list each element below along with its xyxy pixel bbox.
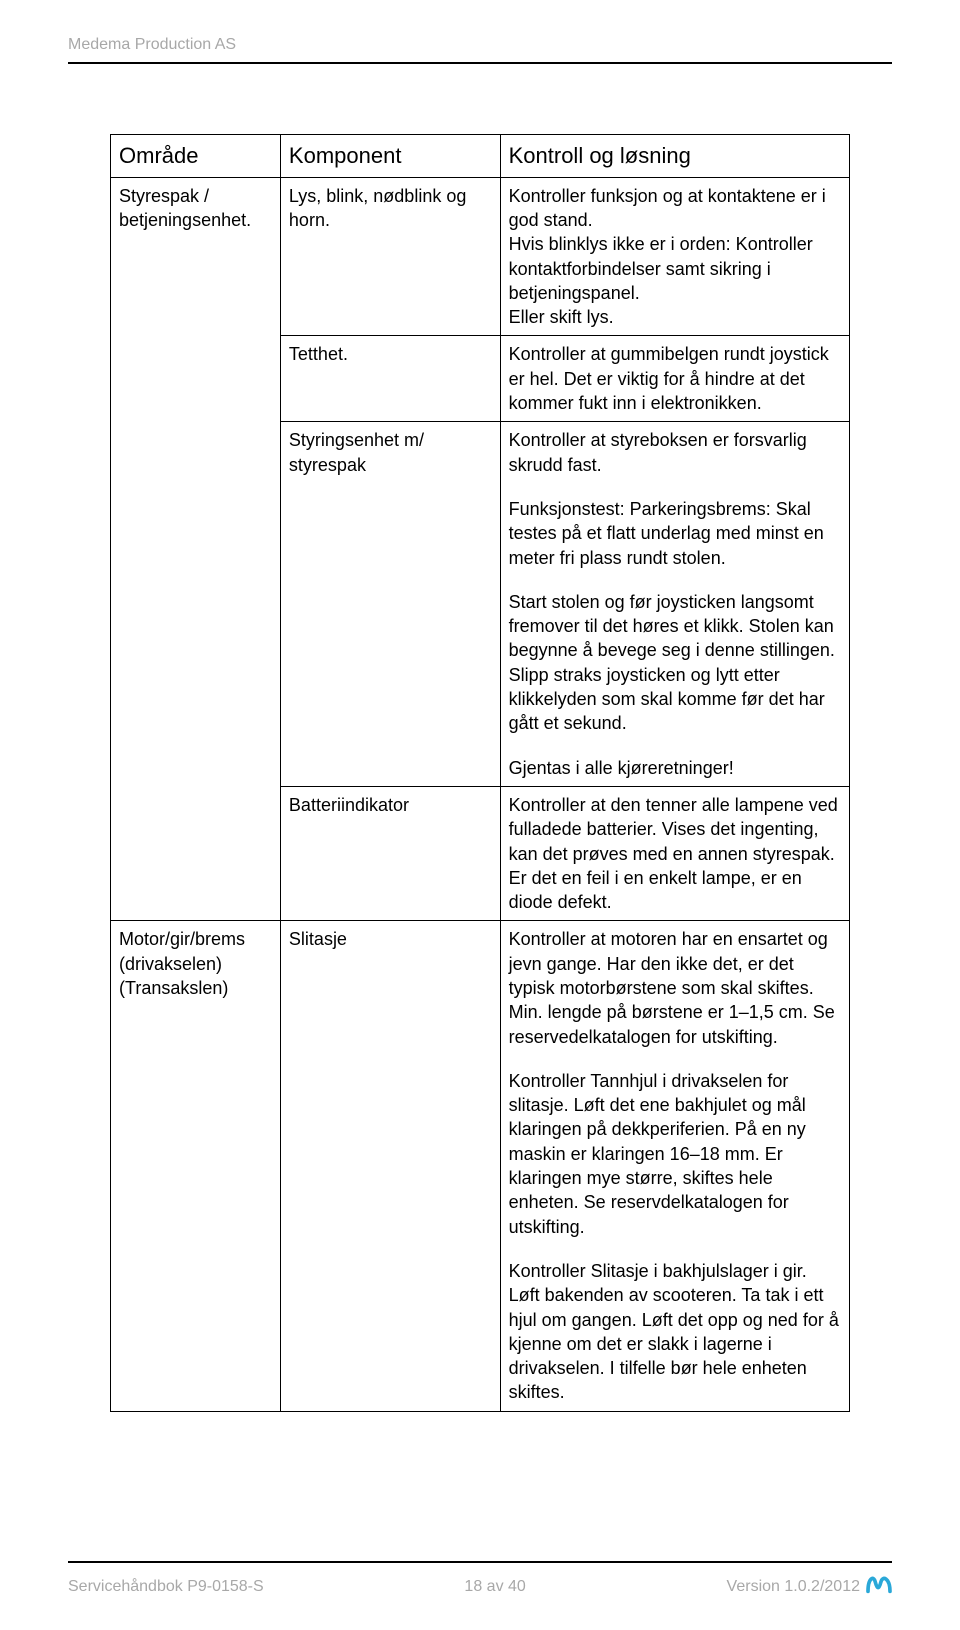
page-footer: Servicehåndbok P9-0158-S 18 av 40 Versio… (68, 1561, 892, 1600)
service-table: Område Komponent Kontroll og løsning Sty… (110, 134, 850, 1412)
header-area: Område (111, 135, 281, 178)
cell-area: Motor/gir/brems (drivakselen) (Transaksl… (111, 921, 281, 1411)
cell-component: Batteriindikator (280, 786, 500, 920)
table-row: Motor/gir/brems (drivakselen) (Transaksl… (111, 921, 850, 1411)
cell-solution: Kontroller at styreboksen er forsvarlig … (500, 422, 849, 787)
document-page: Medema Production AS Område Komponent Ko… (0, 0, 960, 1630)
cell-solution: Kontroller at gummibelgen rundt joystick… (500, 336, 849, 422)
header-solution: Kontroll og løsning (500, 135, 849, 178)
cell-component: Tetthet. (280, 336, 500, 422)
solution-paragraph: Kontroller Slitasje i bakhjulslager i gi… (509, 1259, 841, 1405)
footer-version: Version 1.0.2/2012 (727, 1578, 860, 1596)
table-row: Styrespak / betjeningsenhet. Lys, blink,… (111, 177, 850, 336)
header-rule (68, 62, 892, 64)
company-header: Medema Production AS (68, 36, 892, 54)
cell-component: Styringsenhet m/ styrespak (280, 422, 500, 787)
table-header-row: Område Komponent Kontroll og løsning (111, 135, 850, 178)
footer-left: Servicehåndbok P9-0158-S (68, 1578, 264, 1596)
cell-area: Styrespak / betjeningsenhet. (111, 177, 281, 921)
footer-row: Servicehåndbok P9-0158-S 18 av 40 Versio… (68, 1573, 892, 1600)
header-component: Komponent (280, 135, 500, 178)
solution-paragraph: Kontroller at styreboksen er forsvarlig … (509, 428, 841, 477)
cell-component: Lys, blink, nødblink og horn. (280, 177, 500, 336)
solution-paragraph: Gjentas i alle kjøreretninger! (509, 756, 841, 780)
footer-center: 18 av 40 (464, 1578, 525, 1596)
cell-solution: Kontroller at den tenner alle lampene ve… (500, 786, 849, 920)
solution-paragraph: Funksjonstest: Parkeringsbrems: Skal tes… (509, 497, 841, 570)
solution-paragraph: Kontroller at motoren har en ensartet og… (509, 927, 841, 1048)
solution-paragraph: Start stolen og før joysticken langsomt … (509, 590, 841, 736)
footer-right: Version 1.0.2/2012 (727, 1573, 892, 1600)
solution-paragraph: Kontroller Tannhjul i drivakselen for sl… (509, 1069, 841, 1239)
footer-rule (68, 1561, 892, 1563)
cell-solution: Kontroller funksjon og at kontaktene er … (500, 177, 849, 336)
cell-component: Slitasje (280, 921, 500, 1411)
medema-logo-icon (866, 1573, 892, 1600)
cell-solution: Kontroller at motoren har en ensartet og… (500, 921, 849, 1411)
